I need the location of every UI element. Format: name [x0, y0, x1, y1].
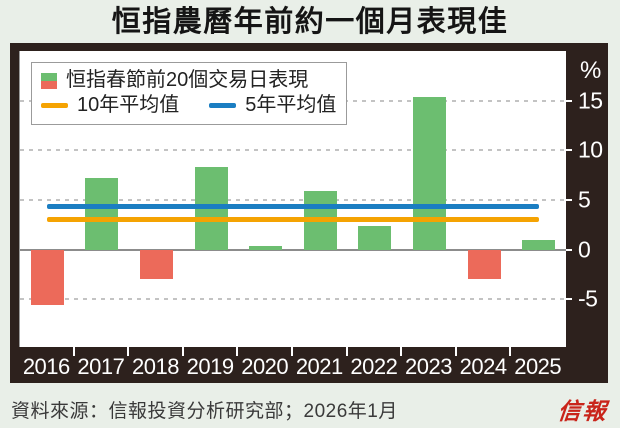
hkej-logo: 信報	[556, 398, 610, 424]
legend-5yr-label: 5年平均值	[245, 94, 337, 116]
bar-2023	[413, 96, 446, 250]
y-axis-tick-0	[565, 248, 572, 251]
avg-line-5年平均值	[47, 204, 539, 210]
x-axis-tick-2	[127, 347, 130, 356]
x-axis-tick-1	[72, 347, 75, 356]
page-title: 恒指農曆年前約一個月表現佳	[111, 6, 509, 38]
y-tick-label-10: 10	[578, 136, 603, 163]
x-tick-label-2017: 2017	[77, 354, 125, 379]
bar-2016	[30, 249, 64, 306]
x-tick-label-2025: 2025	[514, 354, 562, 379]
x-tick-label-2020: 2020	[241, 354, 289, 379]
negative-bar-swatch	[41, 80, 57, 89]
bar-2018	[140, 249, 173, 280]
legend-10yr-label: 10年平均值	[77, 94, 180, 116]
x-tick-label-2023: 2023	[405, 354, 452, 379]
bar-2020	[249, 245, 283, 250]
x-tick-label-2016: 2016	[22, 354, 70, 379]
x-axis-tick-7	[400, 347, 403, 356]
gridline-10	[20, 149, 566, 152]
gridline-5	[20, 198, 566, 201]
source-text: 資料來源：信報投資分析研究部；2026年1月	[11, 400, 398, 422]
x-axis-tick-5	[291, 347, 293, 356]
x-axis-tick-8	[454, 347, 457, 356]
ten-year-avg-line-swatch	[41, 103, 68, 108]
bar-2024	[467, 249, 501, 280]
x-axis-tick-3	[181, 347, 184, 356]
avg-line-10年平均值	[47, 217, 539, 223]
gridline--5	[20, 298, 566, 301]
legend-row-lines: 10年平均值 5年平均值	[41, 93, 336, 118]
y-tick-label-0: 0	[578, 236, 591, 263]
y-tick-label-15: 15	[578, 87, 603, 114]
legend-row-bars: 恒指春節前20個交易日表現	[41, 68, 336, 93]
y-tick-label-5: 5	[578, 186, 591, 213]
x-axis-tick-4	[236, 347, 239, 356]
bar-2025	[522, 239, 556, 250]
five-year-avg-line-swatch	[209, 103, 237, 108]
x-tick-label-2022: 2022	[350, 354, 398, 379]
x-tick-label-2024: 2024	[459, 354, 507, 379]
y-axis-tick--5	[565, 298, 572, 301]
y-tick-label--5: -5	[578, 285, 598, 312]
bar-2017	[85, 178, 119, 250]
y-axis-unit-label: %	[580, 57, 602, 84]
bar-2022	[358, 225, 392, 250]
x-tick-label-2019: 2019	[186, 354, 234, 379]
footer: 資料來源：信報投資分析研究部；2026年1月 信報	[11, 392, 610, 426]
x-axis-tick-9	[509, 347, 512, 356]
positive-bar-swatch	[41, 72, 57, 81]
x-tick-label-2018: 2018	[132, 354, 179, 379]
plot-area: 恒指春節前20個交易日表現 10年平均值 5年平均值	[19, 51, 566, 347]
y-axis-tick-10	[565, 149, 572, 152]
legend-bar-label: 恒指春節前20個交易日表現	[66, 69, 309, 91]
chart-frame: 恒指春節前20個交易日表現 10年平均值 5年平均值 % 15 10 5 0 -5 201…	[10, 43, 608, 383]
bar-series-swatch-icon	[41, 72, 57, 89]
y-axis-tick-15	[565, 99, 572, 102]
y-axis-tick-5	[565, 198, 572, 201]
x-axis-tick-6	[345, 347, 348, 356]
legend: 恒指春節前20個交易日表現 10年平均值 5年平均值	[31, 62, 348, 125]
x-tick-label-2021: 2021	[295, 354, 343, 379]
zero-line	[20, 248, 566, 251]
